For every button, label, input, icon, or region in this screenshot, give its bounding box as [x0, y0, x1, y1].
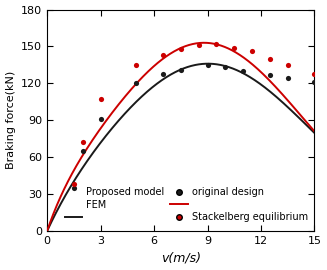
- Point: [160, 53, 165, 57]
- Point: [285, 76, 290, 81]
- Point: [241, 69, 246, 73]
- Point: [196, 43, 201, 48]
- Point: [134, 63, 139, 67]
- Point: [98, 97, 103, 102]
- X-axis label: v(m/s): v(m/s): [161, 251, 201, 264]
- Point: [214, 42, 219, 46]
- Point: [232, 46, 237, 50]
- Point: [267, 57, 272, 61]
- Y-axis label: Braking force(kN): Braking force(kN): [6, 71, 16, 169]
- Point: [223, 65, 228, 70]
- Point: [71, 182, 77, 186]
- Point: [160, 71, 165, 76]
- Point: [205, 63, 210, 67]
- Point: [178, 68, 183, 72]
- Point: [178, 47, 183, 51]
- Legend: Proposed model, FEM, , original design, , Stackelberg equilibrium: Proposed model, FEM, , original design, …: [63, 185, 310, 224]
- Point: [312, 71, 317, 76]
- Point: [80, 140, 85, 145]
- Point: [312, 80, 317, 84]
- Point: [267, 73, 272, 77]
- Point: [98, 117, 103, 121]
- Point: [285, 63, 290, 67]
- Point: [250, 49, 255, 53]
- Point: [134, 81, 139, 86]
- Point: [71, 186, 77, 190]
- Point: [80, 149, 85, 153]
